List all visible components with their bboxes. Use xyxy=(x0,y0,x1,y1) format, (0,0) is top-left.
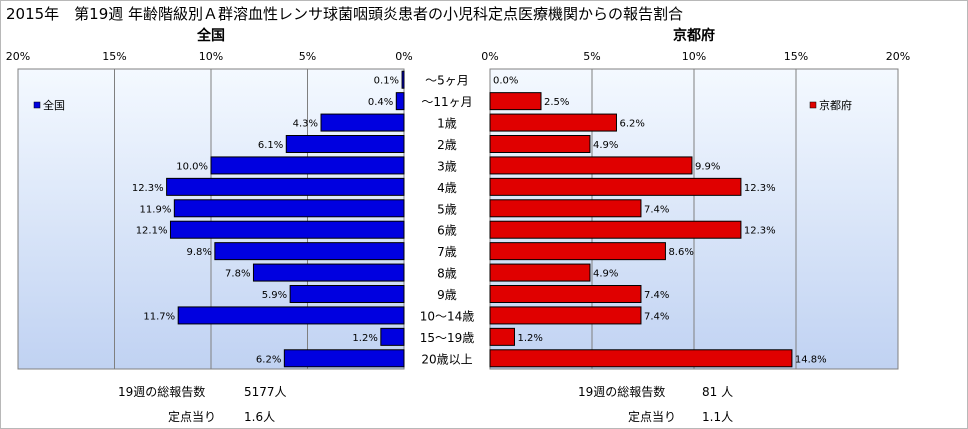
kyoto-legend-label: 京都府 xyxy=(819,98,852,112)
national-data-label: 12.3% xyxy=(132,183,164,194)
kyoto-data-label: 4.9% xyxy=(593,140,618,151)
national-bar xyxy=(173,199,405,218)
kyoto-data-label: 6.2% xyxy=(619,119,644,130)
national-panel: 20% 15% 10% 5% 0% 全国 0.1% 0.4% 4.3% 6.1% 10.0% 12.3… xyxy=(6,27,413,370)
age-category-label: 1歳 xyxy=(437,117,457,131)
national-tick-label: 20% xyxy=(6,50,30,63)
kyoto-panel-title: 京都府 xyxy=(673,27,715,44)
kyoto-data-label: 7.4% xyxy=(644,311,669,322)
national-bar xyxy=(214,242,405,261)
national-bar xyxy=(380,327,405,346)
national-total-label: 19週の総報告数 xyxy=(118,385,206,399)
national-bar xyxy=(401,70,405,89)
age-category-label: 15～19歳 xyxy=(420,331,475,345)
national-legend-swatch xyxy=(33,101,41,109)
kyoto-bar xyxy=(489,263,591,282)
kyoto-panel: 0% 5% 10% 15% 20%京都府0.0%2.5%6.2%4.9%9.9%12.3… xyxy=(481,27,910,370)
kyoto-tick-label: 5% xyxy=(583,50,600,63)
national-per-sentinel-value: 1.6人 xyxy=(244,410,276,424)
kyoto-bar xyxy=(489,177,742,196)
national-tick-label: 0% xyxy=(395,50,412,63)
national-data-label: 5.9% xyxy=(262,290,287,301)
kyoto-data-label: 2.5% xyxy=(544,97,569,108)
kyoto-bar xyxy=(489,156,693,175)
national-bar xyxy=(177,306,405,325)
kyoto-tick-label: 15% xyxy=(784,50,808,63)
kyoto-bar xyxy=(489,306,642,325)
national-bar xyxy=(283,349,405,368)
age-category-label: ～5ヶ月 xyxy=(425,74,469,88)
national-data-label: 11.9% xyxy=(140,204,172,215)
kyoto-bar xyxy=(489,285,642,303)
age-category-label: 2歳 xyxy=(437,138,457,152)
kyoto-bar xyxy=(489,220,742,239)
kyoto-bar xyxy=(489,92,542,111)
national-data-label: 4.3% xyxy=(293,119,318,130)
kyoto-data-label: 7.4% xyxy=(644,290,669,301)
kyoto-bar xyxy=(489,199,642,218)
kyoto-bar xyxy=(489,349,793,368)
age-category-label: 3歳 xyxy=(437,159,457,173)
national-per-sentinel-label: 定点当り xyxy=(168,410,217,424)
national-bar xyxy=(289,285,405,303)
national-bar xyxy=(395,92,405,111)
national-legend-label: 全国 xyxy=(43,98,65,112)
kyoto-bar xyxy=(489,242,666,261)
kyoto-data-label: 12.3% xyxy=(744,183,776,194)
age-category-label: 20歳以上 xyxy=(421,352,472,366)
national-data-label: 10.0% xyxy=(176,161,208,172)
kyoto-tick-label: 0% xyxy=(481,50,498,63)
page-title: 2015年 第19週 年齢階級別Ａ群溶血性レンサ球菌咽頭炎患者の小児科定点医療機… xyxy=(6,5,684,23)
age-category-labels: ～5ヶ月 ～11ヶ月 1歳 2歳 3歳 4歳 5歳 6歳 7歳 8歳 9歳 10～14歳 15～19歳 2… xyxy=(420,74,475,367)
age-category-label: 6歳 xyxy=(437,224,457,238)
kyoto-bar xyxy=(489,135,591,153)
kyoto-data-label: 9.9% xyxy=(695,161,720,172)
national-data-label: 6.1% xyxy=(258,140,283,151)
national-bar xyxy=(169,220,405,239)
national-data-label: 11.7% xyxy=(143,311,175,322)
national-bar xyxy=(166,177,405,196)
age-category-label: ～11ヶ月 xyxy=(421,95,472,109)
age-category-label: 4歳 xyxy=(437,181,457,195)
age-category-label: 7歳 xyxy=(437,245,457,259)
national-tick-label: 10% xyxy=(199,50,223,63)
kyoto-total-label: 19週の総報告数 xyxy=(578,385,666,399)
kyoto-data-label: 14.8% xyxy=(795,354,827,365)
kyoto-per-sentinel-value: 1.1人 xyxy=(702,410,734,424)
national-panel-title: 全国 xyxy=(196,27,225,44)
kyoto-data-label: 12.3% xyxy=(744,226,776,237)
kyoto-tick-label: 20% xyxy=(886,50,910,63)
national-tick-label: 15% xyxy=(102,50,126,63)
age-category-label: 8歳 xyxy=(437,267,457,281)
national-bar xyxy=(285,135,405,153)
kyoto-data-label: 4.9% xyxy=(593,269,618,280)
age-category-label: 5歳 xyxy=(437,202,457,216)
kyoto-legend-swatch xyxy=(809,101,817,109)
kyoto-total-value: 81 人 xyxy=(702,385,734,399)
kyoto-data-label: 1.2% xyxy=(517,333,542,344)
national-data-label: 6.2% xyxy=(256,354,281,365)
age-category-label: 10～14歳 xyxy=(420,309,475,323)
kyoto-tick-label: 10% xyxy=(682,50,706,63)
national-data-label: 7.8% xyxy=(225,269,250,280)
national-data-label: 1.2% xyxy=(352,333,377,344)
kyoto-per-sentinel-label: 定点当り xyxy=(628,410,677,424)
national-bar xyxy=(252,263,405,282)
national-total-value: 5177人 xyxy=(244,385,287,399)
national-data-label: 0.4% xyxy=(368,97,393,108)
kyoto-data-label: 7.4% xyxy=(644,204,669,215)
kyoto-data-label: 0.0% xyxy=(493,76,518,87)
kyoto-bar xyxy=(489,327,515,346)
national-data-label: 0.1% xyxy=(374,76,399,87)
national-data-label: 9.8% xyxy=(186,247,211,258)
national-bar xyxy=(210,156,405,175)
national-bar xyxy=(320,113,405,132)
kyoto-bar xyxy=(489,113,617,132)
national-data-label: 12.1% xyxy=(136,226,168,237)
national-tick-label: 5% xyxy=(299,50,316,63)
kyoto-data-label: 8.6% xyxy=(668,247,693,258)
age-category-label: 9歳 xyxy=(437,288,457,302)
